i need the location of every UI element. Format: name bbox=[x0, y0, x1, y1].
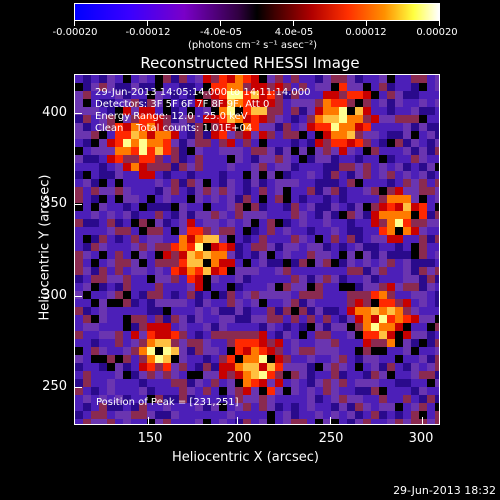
y-tick bbox=[74, 113, 82, 114]
y-tick bbox=[74, 204, 82, 205]
colorbar-tick bbox=[439, 21, 440, 26]
y-tick-label: 400 bbox=[42, 105, 67, 120]
x-tick bbox=[148, 417, 149, 425]
colorbar-tick bbox=[74, 21, 75, 26]
colorbar-label: 0.00012 bbox=[345, 27, 387, 38]
image-title: Reconstructed RHESSI Image bbox=[140, 54, 360, 72]
clean-counts: Clean Total counts: 1.01E+04 bbox=[95, 123, 253, 134]
y-tick-label: 250 bbox=[42, 379, 67, 394]
x-tick-label: 300 bbox=[408, 431, 434, 446]
colorbar-tick bbox=[147, 21, 148, 26]
colorbar-tick bbox=[366, 21, 367, 26]
x-tick-label: 250 bbox=[318, 431, 344, 446]
x-axis-label: Heliocentric X (arcsec) bbox=[172, 450, 319, 465]
x-tick bbox=[237, 417, 238, 425]
y-tick-label: 350 bbox=[42, 196, 67, 211]
colorbar-label: -4.0e-05 bbox=[200, 27, 242, 38]
y-tick-label: 300 bbox=[42, 288, 67, 303]
colorbar bbox=[74, 3, 440, 21]
colorbar-units: (photons cm⁻² s⁻¹ asec⁻²) bbox=[188, 40, 318, 51]
colorbar-label: 4.0e-05 bbox=[274, 27, 314, 38]
colorbar-tick bbox=[293, 21, 294, 26]
colorbar-label: 0.00020 bbox=[416, 27, 458, 38]
rhessi-image: 29-Jun-2013 14:05:14.000 to 14:11:14.000… bbox=[74, 74, 440, 425]
plot-timestamp: 29-Jun-2013 18:32 bbox=[393, 484, 496, 497]
colorbar-label: -0.00012 bbox=[125, 27, 171, 38]
colorbar-label: -0.00020 bbox=[52, 27, 98, 38]
x-tick bbox=[330, 417, 331, 425]
energy-range: Energy Range: 12.0 - 25.0 keV bbox=[95, 111, 248, 122]
x-tick-label: 200 bbox=[226, 431, 252, 446]
colorbar-tick bbox=[220, 21, 221, 26]
peak-position: Position of Peak = [231,251] bbox=[96, 397, 239, 408]
detectors: Detectors: 3F 5F 6F 7F 8F 9F, Att 0 bbox=[95, 99, 270, 110]
time-range: 29-Jun-2013 14:05:14.000 to 14:11:14.000 bbox=[95, 87, 311, 98]
x-tick bbox=[422, 417, 423, 425]
y-tick bbox=[74, 296, 82, 297]
x-tick-label: 150 bbox=[137, 431, 163, 446]
y-axis-label: Heliocentric Y (arcsec) bbox=[37, 174, 53, 321]
heatmap bbox=[75, 75, 439, 424]
y-tick bbox=[74, 387, 82, 388]
